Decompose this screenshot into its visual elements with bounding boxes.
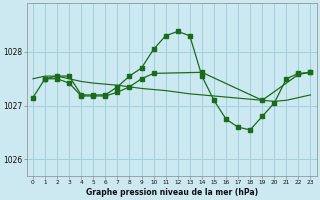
- X-axis label: Graphe pression niveau de la mer (hPa): Graphe pression niveau de la mer (hPa): [86, 188, 258, 197]
